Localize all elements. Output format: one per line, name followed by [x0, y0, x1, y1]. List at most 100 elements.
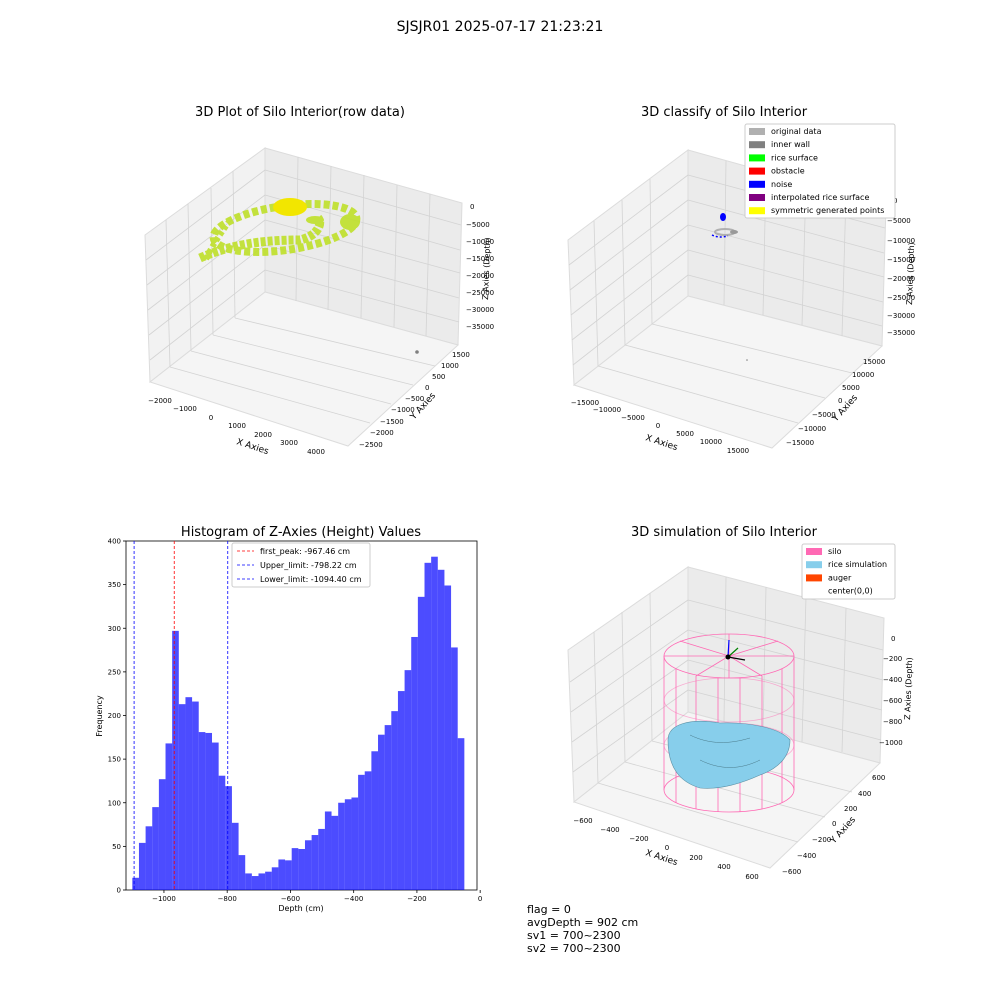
classify-legend-label: symmetric generated points: [771, 206, 884, 215]
classify-legend-label: obstacle: [771, 167, 805, 176]
auger-marker: [725, 639, 746, 661]
classify-ytick: −5000: [812, 411, 836, 419]
histogram-ylabel: Frequency: [95, 695, 104, 737]
classify-ztick: −20000: [887, 275, 915, 283]
raw-xtick: 0: [209, 414, 213, 422]
histogram-bar: [251, 876, 259, 890]
histogram-bar: [331, 815, 339, 890]
classify-legend-swatch: [749, 207, 765, 215]
raw-ztick: −25000: [466, 289, 494, 297]
sim-xtick: 600: [745, 873, 758, 881]
raw-zlabel: Z Axies (Depth): [481, 237, 492, 300]
histogram-ytick-label: 0: [117, 887, 121, 895]
raw-xtick: 3000: [280, 439, 298, 447]
histogram-bar: [145, 826, 153, 890]
raw-ytick: −2000: [370, 429, 394, 437]
sim-zlabel: Z Axies (Depth): [903, 657, 914, 720]
classify-xtick: 0: [656, 422, 660, 430]
histogram-bar: [265, 871, 272, 890]
classify-ytick: −15000: [786, 439, 814, 447]
raw-ztick: 0: [470, 203, 474, 211]
classify-xtick: 15000: [727, 447, 749, 455]
raw-3d-grid: [145, 156, 462, 424]
histogram-bar: [378, 734, 385, 890]
raw-ytick: −1500: [380, 418, 404, 426]
histogram-bar: [212, 742, 219, 890]
histogram-ytick-label: 200: [108, 712, 121, 720]
classify-legend: original data inner wall rice surface obsta…: [744, 123, 896, 219]
histogram-ytick-label: 400: [108, 538, 121, 546]
histogram-bar: [298, 848, 305, 890]
histogram-bar: [404, 670, 412, 890]
classify-legend-label: noise: [771, 180, 792, 189]
classify-legend-swatch: [749, 167, 765, 175]
classify-xtick: 5000: [676, 430, 694, 438]
avg-depth-text: avgDepth = 902 cm: [527, 916, 639, 929]
sim-ztick: −600: [883, 697, 902, 705]
rice-simulation-surface: [667, 720, 791, 789]
raw-ztick: −20000: [466, 272, 494, 280]
classify-ytick: 5000: [842, 384, 860, 392]
classify-ytick: 10000: [852, 371, 874, 379]
sim-ytick: −600: [782, 868, 801, 876]
classify-3d-panel: 3D classify of Silo Interior −15000 −100…: [567, 105, 916, 455]
histogram-bar: [318, 828, 325, 890]
simulation-3d-title: 3D simulation of Silo Interior: [631, 525, 818, 540]
histogram-bar: [258, 873, 266, 890]
simulation-legend-label: center(0,0): [828, 587, 873, 596]
raw-ytick: −2500: [359, 441, 383, 449]
histogram-bar: [371, 751, 379, 890]
histogram-bar: [411, 636, 418, 890]
sim-ytick: 400: [858, 790, 871, 798]
histogram-bar: [132, 877, 139, 890]
simulation-legend-swatch: [806, 548, 822, 555]
histogram-bar: [397, 691, 405, 890]
histogram-legend: first_peak: -967.46 cm Upper_limit: -798.…: [231, 542, 371, 588]
histogram-xtick-label: −200: [407, 895, 426, 903]
histogram-bar: [391, 711, 398, 890]
histogram-bar: [238, 855, 246, 890]
histogram-bar: [205, 732, 213, 890]
histogram-title: Histogram of Z-Axies (Height) Values: [181, 525, 421, 540]
classify-ztick: −10000: [887, 237, 915, 245]
histogram-bar: [285, 860, 292, 890]
histogram-bars: [132, 556, 465, 890]
histogram-xtick-label: −400: [344, 895, 363, 903]
histogram-bar: [324, 811, 332, 890]
sim-xtick: 0: [665, 844, 669, 852]
histogram-legend-label: Lower_limit: -1094.40 cm: [260, 575, 362, 584]
histogram-bar: [185, 697, 193, 890]
histogram-bar: [172, 630, 179, 890]
raw-ytick: −500: [405, 395, 424, 403]
sv2-text: sv2 = 700~2300: [527, 942, 621, 955]
classify-legend-label: inner wall: [771, 140, 810, 149]
classify-ytick: 0: [838, 397, 842, 405]
classify-ztick: −5000: [887, 217, 911, 225]
histogram-yticks: 0 50 100 150 200 250 300 350 400: [108, 538, 126, 895]
sim-ytick: −400: [797, 852, 816, 860]
classify-zlabel: Z Axies (Depth): [905, 242, 916, 305]
histogram-bar: [351, 797, 359, 890]
sim-xtick: −600: [573, 817, 592, 825]
simulation-legend: silo rice simulation auger center(0,0): [801, 543, 896, 600]
simulation-legend-label: silo: [828, 547, 842, 556]
classify-legend-swatch: [749, 141, 765, 149]
histogram-xtick-label: −600: [281, 895, 300, 903]
sv1-text: sv1 = 700~2300: [527, 929, 621, 942]
sim-ytick: 200: [844, 805, 857, 813]
classify-xtick: 10000: [700, 438, 722, 446]
histogram-vlines: [133, 541, 229, 890]
classify-ytick: −10000: [798, 425, 826, 433]
classify-legend-swatch: [749, 154, 765, 162]
sim-ytick: 0: [832, 820, 836, 828]
histogram-bar: [225, 786, 232, 890]
classify-xtick: −10000: [593, 406, 621, 414]
sim-ztick: −400: [883, 676, 902, 684]
classify-legend-label: rice surface: [771, 153, 818, 162]
simulation-legend-label: auger: [828, 573, 852, 582]
classify-3d-points: [711, 213, 748, 361]
classify-legend-swatch: [749, 128, 765, 135]
histogram-legend-label: Upper_limit: -798.22 cm: [260, 561, 357, 570]
raw-ztick: −15000: [466, 255, 494, 263]
classify-ytick: 15000: [863, 358, 885, 366]
